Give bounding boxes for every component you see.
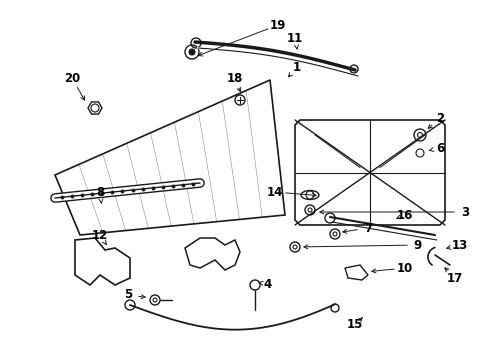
Text: 1: 1 <box>292 60 301 73</box>
Text: 12: 12 <box>92 229 108 242</box>
Polygon shape <box>345 265 367 280</box>
Text: 8: 8 <box>96 185 104 198</box>
Circle shape <box>189 49 195 55</box>
Text: 3: 3 <box>460 206 468 219</box>
Text: 9: 9 <box>413 239 421 252</box>
Text: 20: 20 <box>64 72 80 85</box>
Text: 19: 19 <box>269 18 285 32</box>
Text: 15: 15 <box>346 319 363 332</box>
Polygon shape <box>184 238 240 270</box>
Polygon shape <box>294 120 444 225</box>
Polygon shape <box>55 80 285 235</box>
Text: 2: 2 <box>435 112 443 125</box>
Polygon shape <box>75 238 130 285</box>
Text: 11: 11 <box>286 32 303 45</box>
Circle shape <box>417 132 422 138</box>
Text: 18: 18 <box>226 72 243 85</box>
Polygon shape <box>88 102 102 114</box>
Text: 7: 7 <box>363 221 371 234</box>
Text: 6: 6 <box>435 141 443 154</box>
Text: 17: 17 <box>446 271 462 284</box>
Text: 10: 10 <box>396 261 412 274</box>
Text: 4: 4 <box>264 278 271 291</box>
Text: 16: 16 <box>396 208 412 221</box>
Text: 5: 5 <box>123 288 132 302</box>
Ellipse shape <box>301 190 318 199</box>
Text: 14: 14 <box>266 185 283 198</box>
Text: 13: 13 <box>451 239 467 252</box>
